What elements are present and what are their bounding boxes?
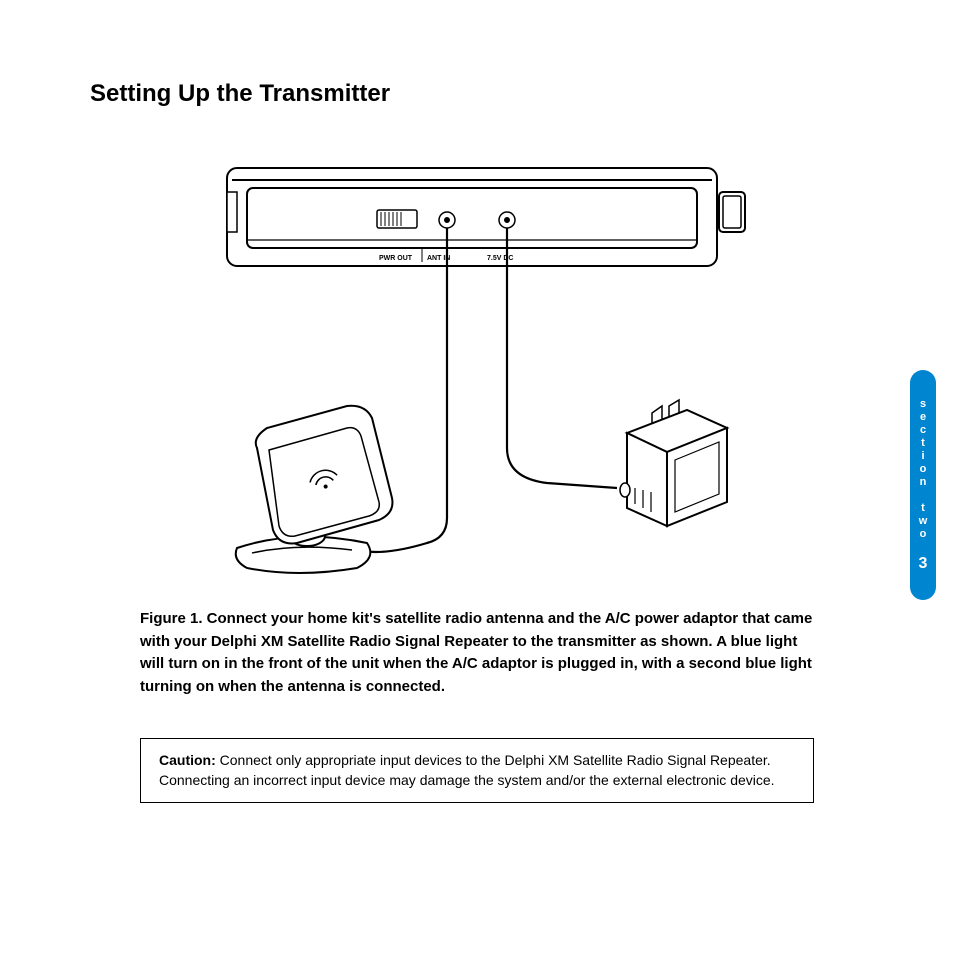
caution-text: Connect only appropriate input devices t… — [159, 752, 775, 788]
caution-label: Caution: — [159, 752, 216, 768]
dc-label: 7.5V DC — [487, 255, 513, 262]
figure-caption: Figure 1. Connect your home kit's satell… — [140, 608, 814, 698]
power-adaptor-icon — [620, 400, 727, 526]
section-tab-page: 3 — [919, 555, 928, 573]
transmitter-icon: PWR OUT ANT IN 7.5V DC — [227, 168, 745, 266]
pwr-out-label: PWR OUT — [379, 255, 413, 262]
section-tab: section two 3 — [910, 370, 936, 600]
page-title: Setting Up the Transmitter — [90, 80, 864, 108]
caution-box: Caution: Connect only appropriate input … — [140, 738, 814, 803]
antenna-icon — [236, 406, 393, 573]
section-tab-label: section two — [917, 398, 929, 541]
manual-page: Setting Up the Transmitter — [0, 0, 954, 954]
connection-diagram: PWR OUT ANT IN 7.5V DC — [197, 148, 757, 588]
